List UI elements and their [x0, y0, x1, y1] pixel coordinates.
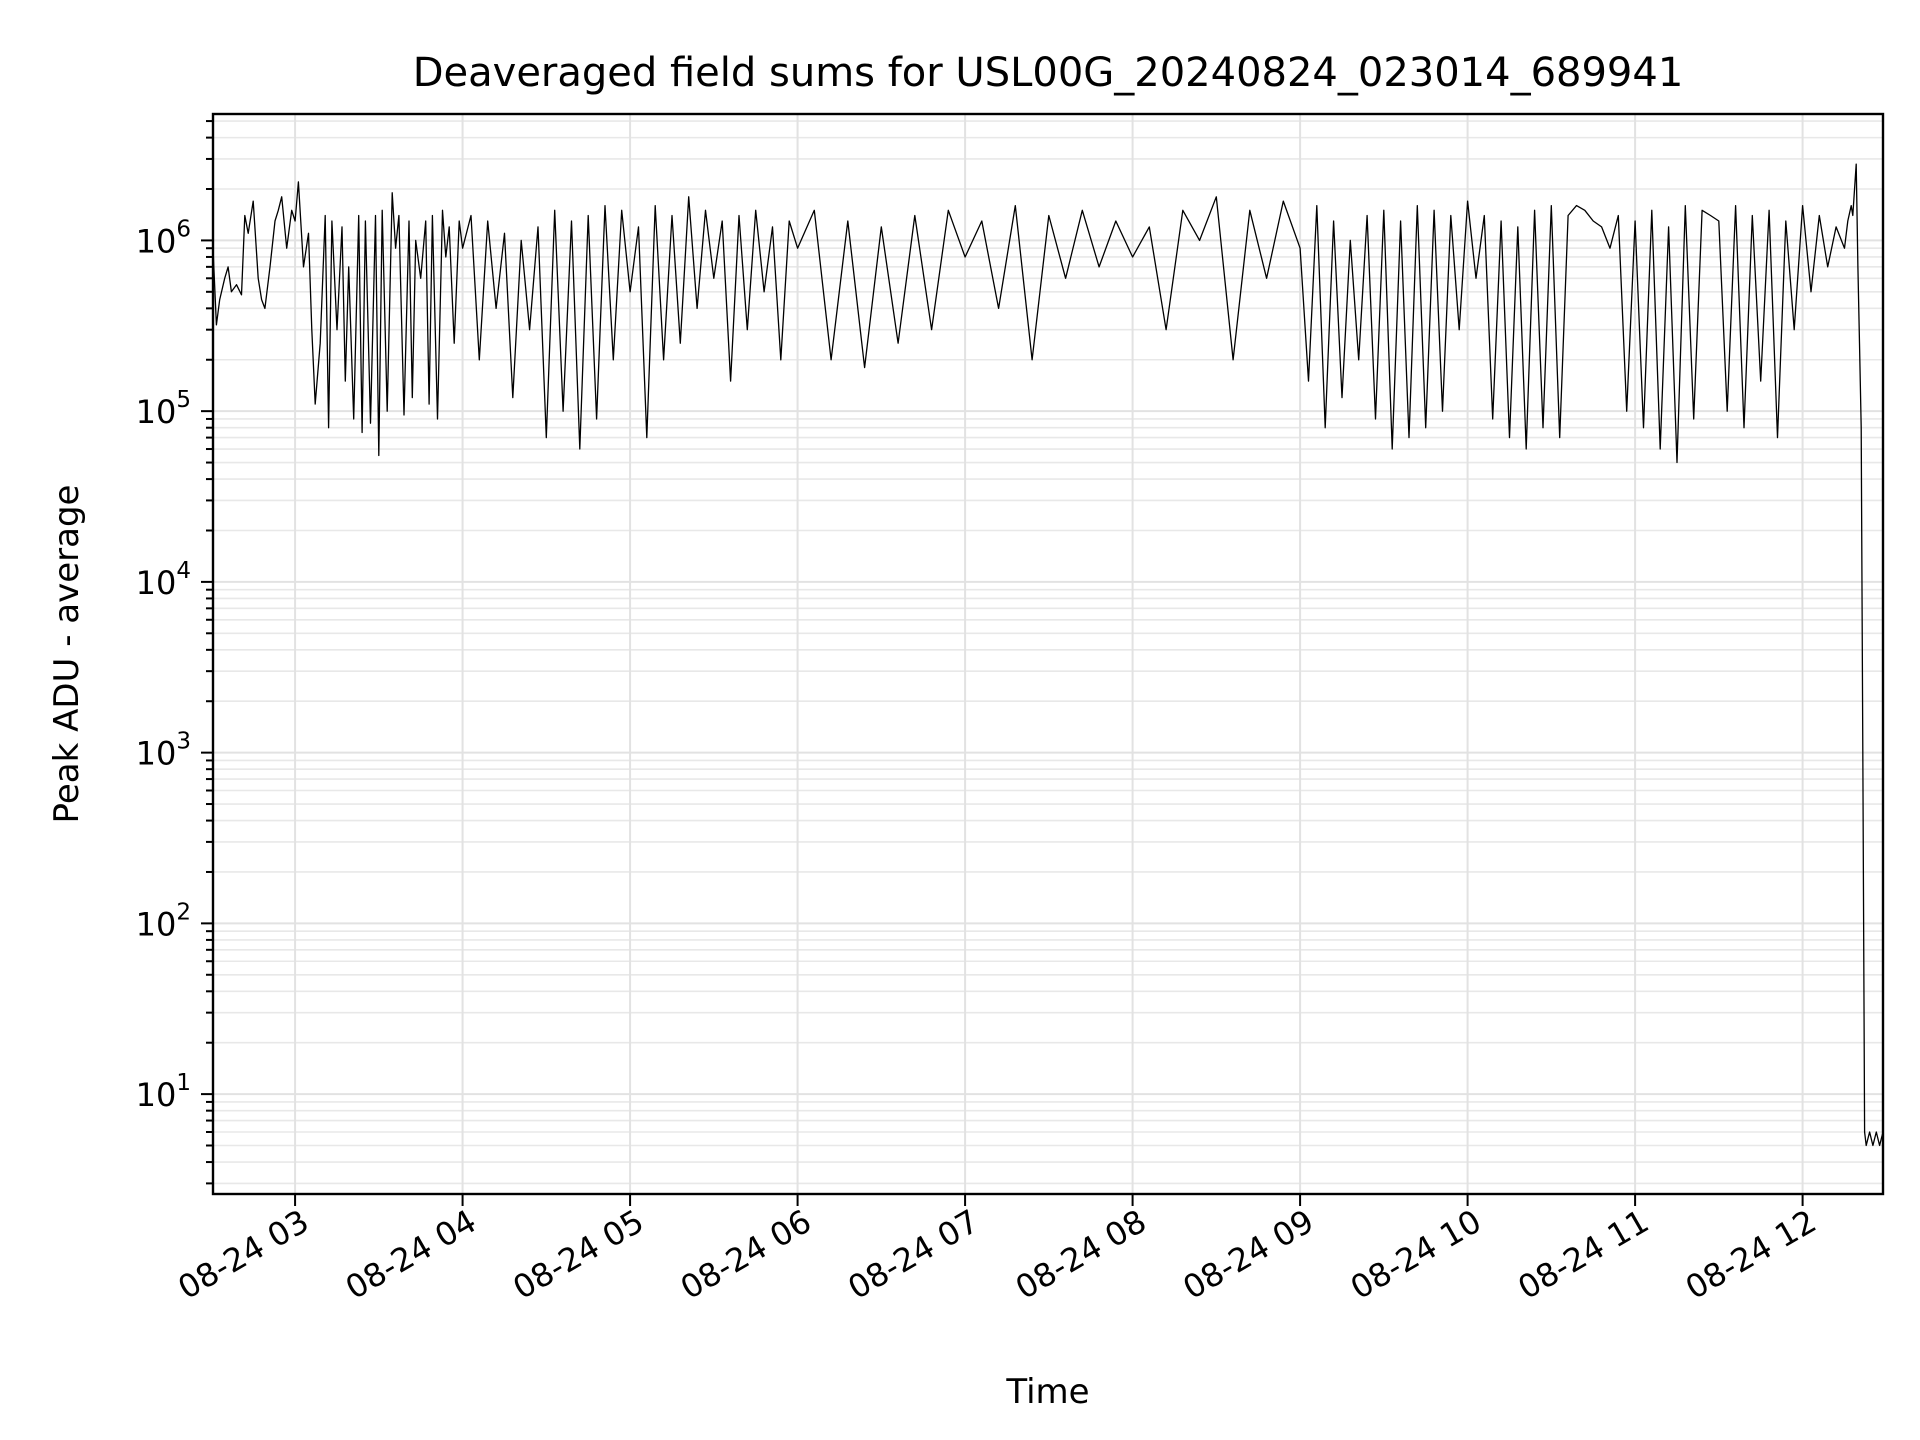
y-tick-label: 103: [136, 729, 191, 773]
series-line: [212, 163, 1884, 1147]
y-tick-label: 101: [136, 1070, 191, 1114]
grid: [213, 114, 1883, 1194]
y-tick-label: 104: [136, 558, 191, 602]
y-tick-label: 105: [136, 387, 191, 431]
y-tick-label: 102: [136, 899, 191, 943]
x-axis-label: Time: [1005, 1372, 1089, 1412]
y-axis-label: Peak ADU - average: [47, 485, 87, 824]
chart-title: Deaveraged field sums for USL00G_2024082…: [413, 50, 1684, 96]
series-layer: [212, 163, 1884, 1147]
y-tick-label: 106: [136, 216, 191, 260]
plot-frame: [211, 112, 1885, 1196]
